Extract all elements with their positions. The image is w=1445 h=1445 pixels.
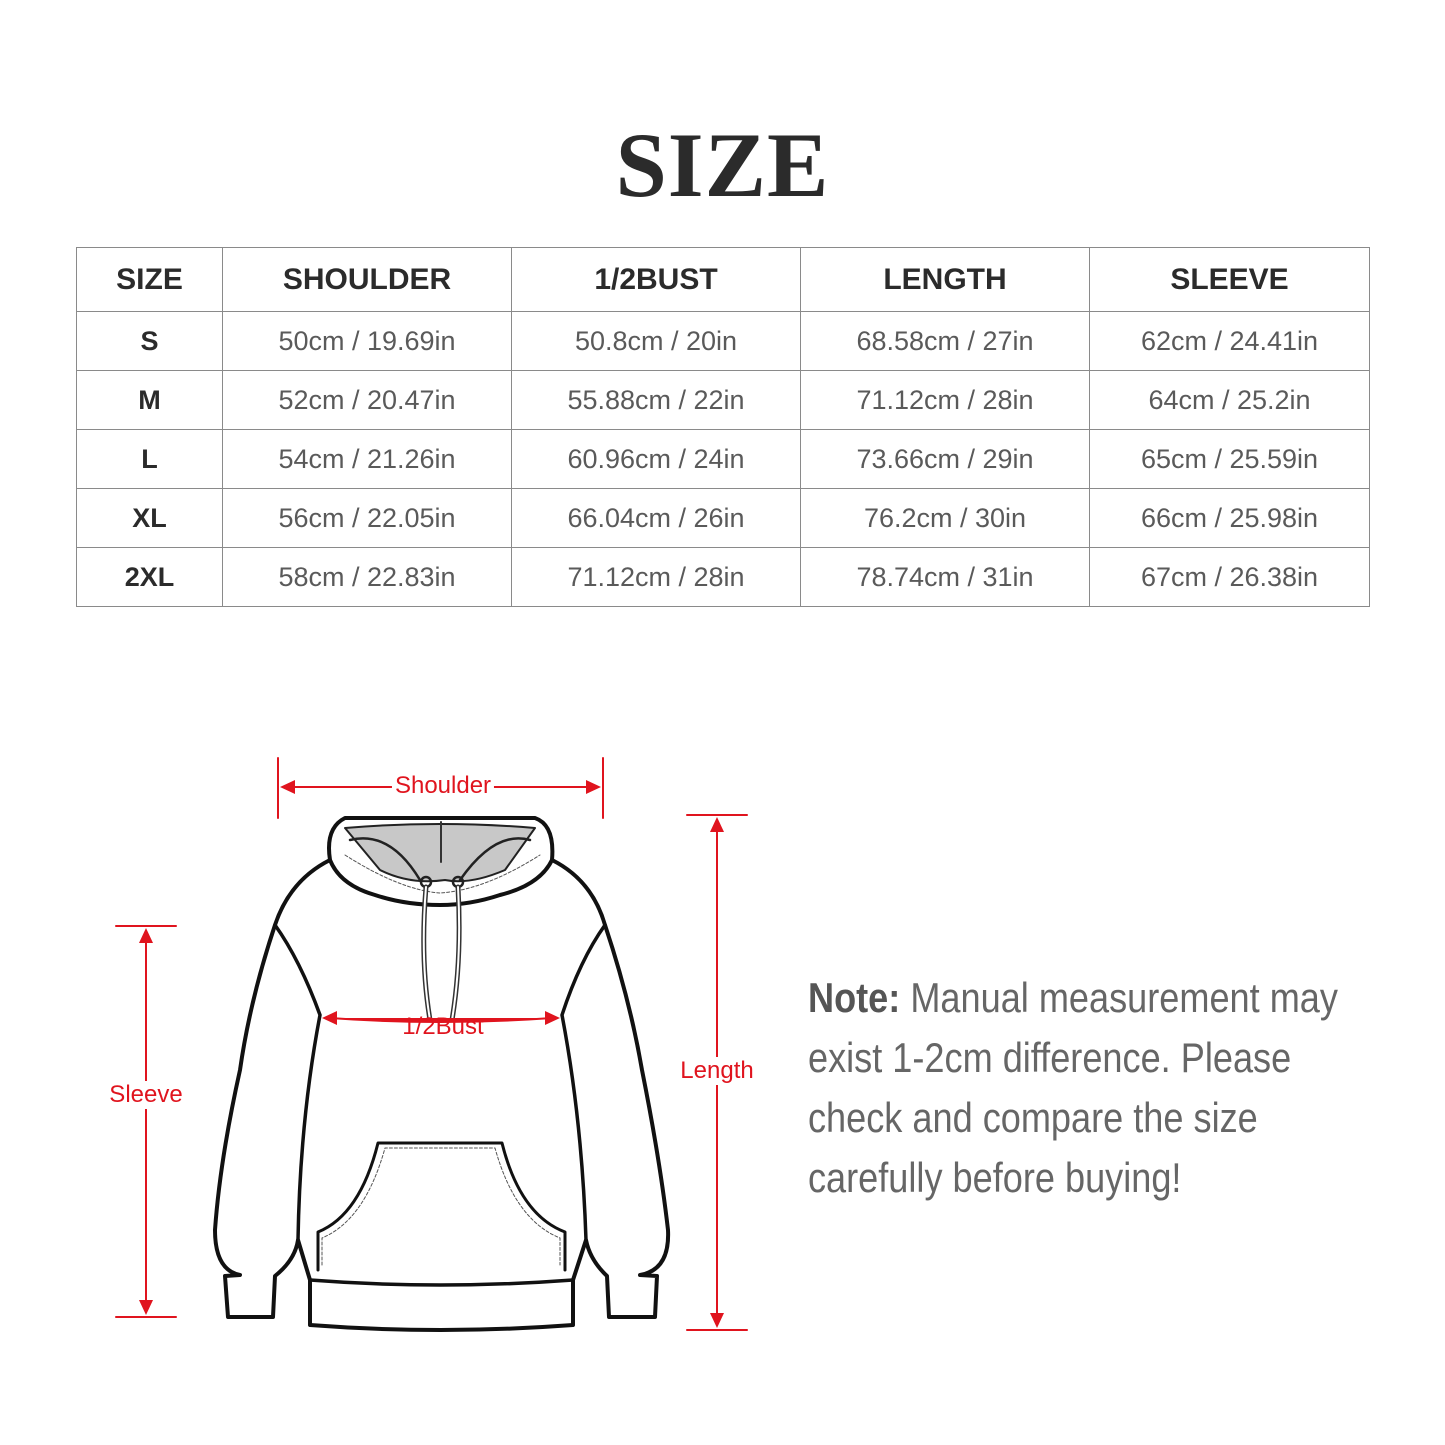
measurement-cell: 71.12cm / 28in <box>800 370 1090 430</box>
sleeve-label: Sleeve <box>106 1081 186 1109</box>
measurement-cell: 54cm / 21.26in <box>222 429 512 489</box>
size-cell: L <box>76 429 223 489</box>
measurement-cell: 64cm / 25.2in <box>1089 370 1370 430</box>
measurement-cell: 62cm / 24.41in <box>1089 311 1370 371</box>
header-size: SIZE <box>76 247 223 312</box>
measurement-cell: 67cm / 26.38in <box>1089 547 1370 607</box>
size-cell: XL <box>76 488 223 548</box>
table-row: L 54cm / 21.26in 60.96cm / 24in 73.66cm / 2… <box>76 429 1370 489</box>
page-title: SIZE <box>615 114 830 216</box>
measurement-cell: 52cm / 20.47in <box>222 370 512 430</box>
size-cell: M <box>76 370 223 430</box>
note: Note: Manual measurement may exist 1-2cm… <box>808 968 1358 1208</box>
bust-label: 1/2Bust <box>402 1013 484 1040</box>
size-cell: S <box>76 311 223 371</box>
measurement-cell: 65cm / 25.59in <box>1089 429 1370 489</box>
note-text: Manual measurement may exist 1-2cm diffe… <box>808 974 1338 1201</box>
measurement-cell: 78.74cm / 31in <box>800 547 1090 607</box>
table-row: 2XL 58cm / 22.83in 71.12cm / 28in 78.74cm /… <box>76 547 1370 607</box>
header-length: LENGTH <box>800 247 1090 312</box>
table-row: M 52cm / 20.47in 55.88cm / 22in 71.12cm / 2… <box>76 370 1370 430</box>
shoulder-label: Shoulder <box>391 772 495 800</box>
table-header-row: SIZE SHOULDER 1/2BUST LENGTH SLEEVE <box>76 247 1370 312</box>
measurement-cell: 55.88cm / 22in <box>511 370 801 430</box>
length-label: Length <box>677 1057 757 1085</box>
measurement-cell: 50cm / 19.69in <box>222 311 512 371</box>
table-row: S 50cm / 19.69in 50.8cm / 20in 68.58cm / 27… <box>76 311 1370 371</box>
table-row: XL 56cm / 22.05in 66.04cm / 26in 76.2cm / 3… <box>76 488 1370 548</box>
header-bust: 1/2BUST <box>511 247 801 312</box>
measurement-cell: 60.96cm / 24in <box>511 429 801 489</box>
measurement-cell: 50.8cm / 20in <box>511 311 801 371</box>
measurement-cell: 66cm / 25.98in <box>1089 488 1370 548</box>
measurement-cell: 58cm / 22.83in <box>222 547 512 607</box>
measurement-cell: 56cm / 22.05in <box>222 488 512 548</box>
measurement-cell: 66.04cm / 26in <box>511 488 801 548</box>
note-label: Note: <box>808 974 901 1021</box>
header-sleeve: SLEEVE <box>1089 247 1370 312</box>
size-table: SIZE SHOULDER 1/2BUST LENGTH SLEEVE S 50c… <box>76 247 1370 607</box>
size-cell: 2XL <box>76 547 223 607</box>
